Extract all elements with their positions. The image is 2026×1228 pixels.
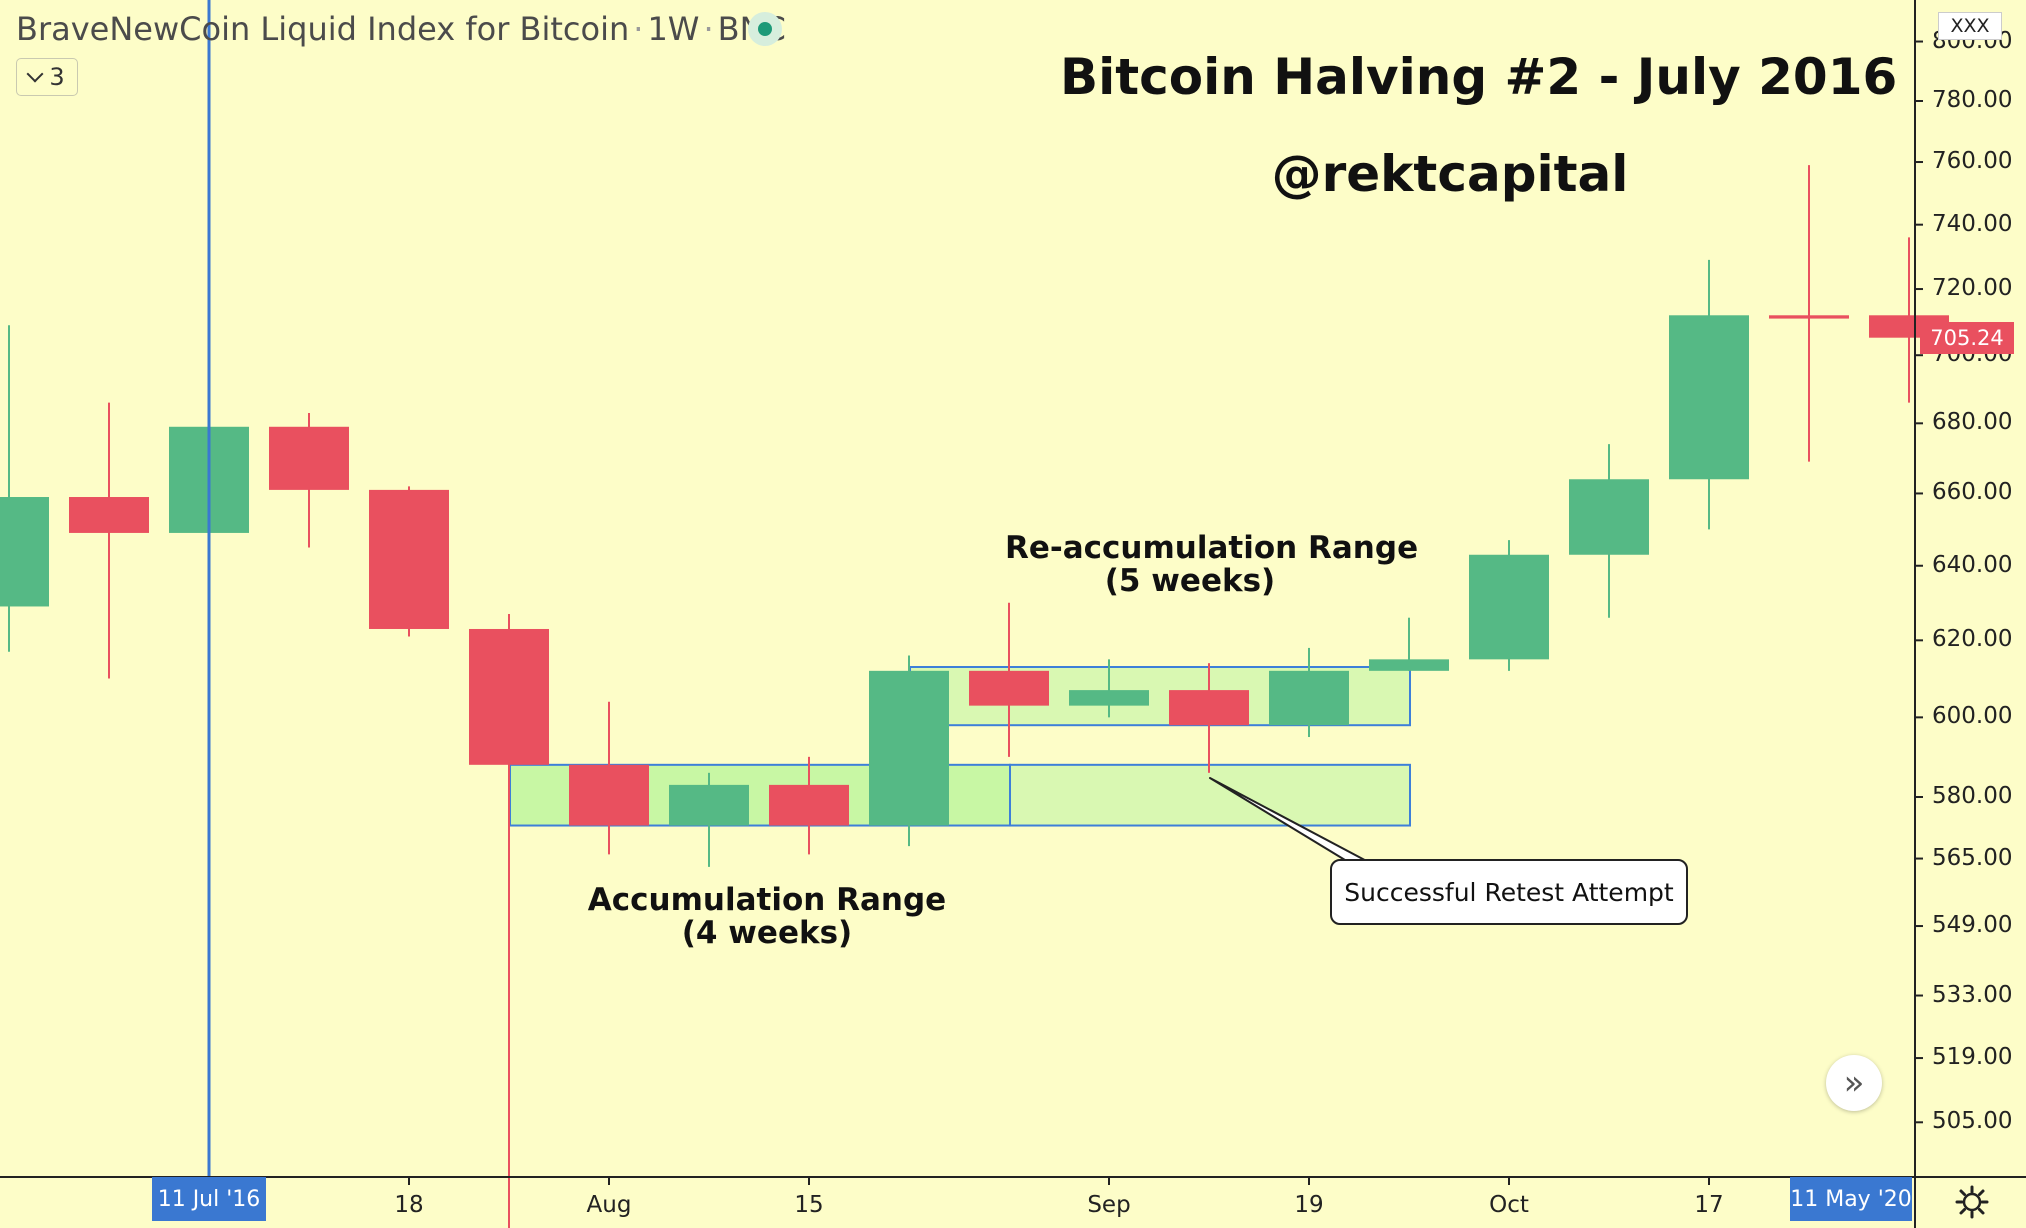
candle-2016-06-27 (0, 325, 49, 652)
candle-2016-10-31 (1769, 165, 1849, 462)
settings-gear-icon[interactable] (1955, 1185, 1989, 1219)
candle-body (569, 764, 649, 826)
price-tick-label: 519.00 (1932, 1044, 2013, 1071)
time-tick-label: 18 (394, 1192, 424, 1218)
price-tick-label: 580.00 (1932, 783, 2013, 809)
price-tick-label: 640.00 (1932, 551, 2013, 578)
time-tick-label: Oct (1489, 1192, 1529, 1218)
price-tick-label: 533.00 (1932, 981, 2013, 1008)
candle-body (1269, 670, 1349, 726)
candle-2016-09-05 (969, 602, 1049, 757)
candle-2016-08-15 (669, 772, 749, 867)
price-tick-label: 760.00 (1932, 148, 2013, 175)
double-chevron-right-icon: » (1843, 1063, 1865, 1103)
candle-2016-10-24 (1669, 259, 1749, 530)
candle-body (369, 489, 449, 629)
time-cursor-start-label: 11 Jul '16 (152, 1177, 266, 1221)
price-tick-label: 680.00 (1932, 409, 2013, 436)
collapse-indicators-button[interactable]: 3 (16, 58, 78, 96)
retest-callout[interactable]: Successful Retest Attempt (1330, 859, 1688, 925)
candle-2016-10-17 (1569, 444, 1649, 618)
price-tick-label: 565.00 (1932, 844, 2013, 871)
last-price-tag: 705.24 (1920, 322, 2014, 354)
candle-2016-09-19 (1169, 663, 1249, 773)
candle-body (0, 497, 49, 607)
candle-2016-08-22 (769, 756, 849, 855)
retest-range-box (1009, 763, 1411, 827)
accumulation-label: Accumulation Range (4 weeks) (587, 882, 947, 951)
symbol-title[interactable]: BraveNewCoin Liquid Index for Bitcoin · 1W… (16, 10, 786, 48)
candle-body (1469, 554, 1549, 660)
interval-label: 1W (647, 10, 700, 48)
price-tick-label: 740.00 (1932, 210, 2013, 237)
candle-2016-10-03 (1369, 617, 1449, 671)
axis-symbol-tag: XXX (1938, 12, 2002, 40)
candle-2016-11-07 (1869, 237, 1949, 403)
price-tick-label: 620.00 (1932, 626, 2013, 653)
time-tick-label: 15 (794, 1192, 824, 1218)
candle-2016-07-18 (269, 412, 349, 548)
price-tick-label: 549.00 (1932, 912, 2013, 939)
candle-body (669, 784, 749, 826)
symbol-name: BraveNewCoin Liquid Index for Bitcoin (16, 10, 630, 48)
price-tick-label: 720.00 (1932, 275, 2013, 302)
candle-2016-08-08 (569, 701, 649, 855)
price-tick-label: 600.00 (1932, 703, 2013, 730)
candle-2016-10-10 (1469, 540, 1549, 671)
time-tick-label: Aug (586, 1192, 632, 1218)
scroll-to-realtime-button[interactable]: » (1826, 1055, 1882, 1111)
candle-2016-09-26 (1269, 647, 1349, 738)
candle-body (769, 784, 849, 826)
candle-body (1669, 315, 1749, 480)
indicator-count: 3 (49, 63, 65, 91)
candle-body (869, 670, 949, 826)
chart-title: Bitcoin Halving #2 - July 2016 (1060, 48, 1898, 106)
candle-body (469, 628, 549, 765)
candle-body (1569, 479, 1649, 555)
candle-2016-08-01 (469, 613, 549, 1228)
price-tick-label: 780.00 (1932, 87, 2013, 113)
market-status-dot (748, 12, 782, 46)
candle-2016-09-12 (1069, 659, 1149, 718)
chevron-down-icon (26, 65, 44, 83)
price-tick-label: 660.00 (1932, 479, 2013, 506)
candle-body (1769, 315, 1849, 319)
time-tick-label: 17 (1694, 1192, 1724, 1218)
candle-2016-07-04 (69, 402, 149, 679)
price-tick-label: 505.00 (1932, 1108, 2013, 1135)
candle-body (1369, 659, 1449, 671)
reaccumulation-label: Re-accumulation Range (5 weeks) (1005, 530, 1419, 599)
time-cursor-end-label: 11 May '20 (1790, 1177, 1912, 1221)
time-tick-label: 19 (1294, 1192, 1324, 1218)
candle-body (69, 497, 149, 533)
candle-2016-07-25 (369, 486, 449, 637)
author-handle: @rektcapital (1271, 145, 1629, 203)
candle-body (969, 670, 1049, 706)
candles (0, 165, 1949, 1228)
candle-body (1069, 690, 1149, 706)
candle-2016-08-29 (869, 655, 949, 847)
time-tick-label: Sep (1087, 1192, 1131, 1218)
candle-body (269, 426, 349, 490)
candle-body (1169, 690, 1249, 726)
